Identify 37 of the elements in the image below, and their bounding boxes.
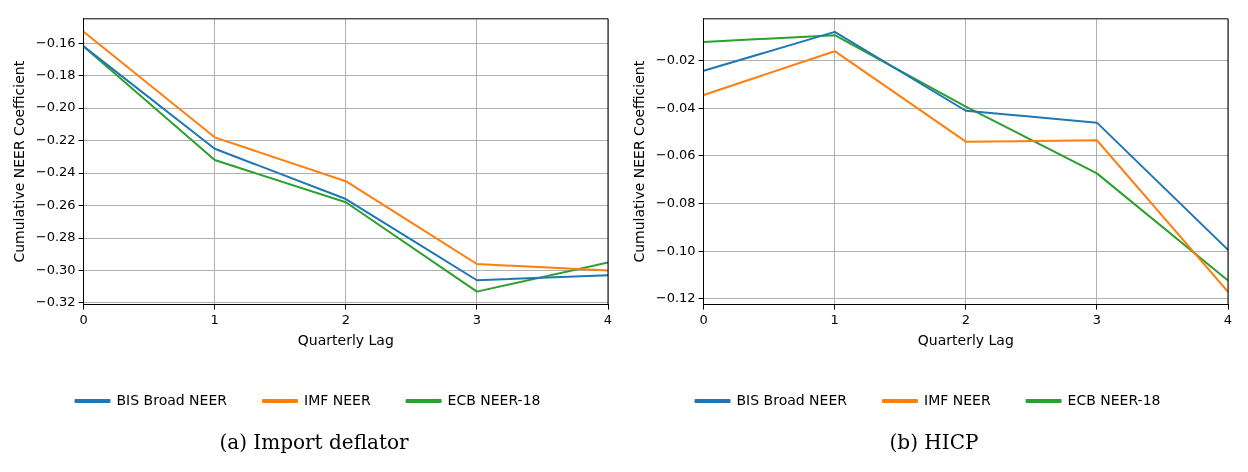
x-tick-label: 2 bbox=[961, 311, 970, 327]
y-tick-label: −0.26 bbox=[35, 196, 76, 212]
y-tick-label: −0.28 bbox=[35, 229, 76, 245]
text: (a) Import deflator bbox=[219, 430, 409, 454]
y-tick-label: −0.24 bbox=[35, 164, 76, 180]
x-tick-label: 0 bbox=[79, 311, 88, 327]
x-tick-label: 4 bbox=[603, 311, 613, 327]
x-tick-label: 2 bbox=[341, 311, 350, 327]
y-tick-label: −0.02 bbox=[655, 52, 696, 68]
x-tick-label: 3 bbox=[472, 311, 482, 327]
y-tick-label: −0.12 bbox=[655, 290, 696, 306]
legend-label: ECB NEER-18 bbox=[1067, 391, 1161, 408]
legend-label: ECB NEER-18 bbox=[447, 391, 541, 408]
x-axis-title: Quarterly Lag bbox=[297, 332, 394, 349]
legend-label: IMF NEER bbox=[304, 391, 371, 408]
y-tick-label: −0.04 bbox=[655, 99, 696, 115]
y-tick-label: −0.22 bbox=[35, 131, 76, 147]
x-axis-title: Quarterly Lag bbox=[917, 332, 1014, 349]
legend-label: BIS Broad NEER bbox=[116, 391, 228, 408]
y-tick-label: −0.16 bbox=[35, 34, 76, 50]
y-axis-title: Cumulative NEER Coefficient bbox=[11, 60, 28, 263]
x-tick-label: 3 bbox=[1092, 311, 1102, 327]
text: (b) HICP bbox=[889, 430, 979, 454]
x-tick-label: 4 bbox=[1223, 311, 1233, 327]
legend-label: IMF NEER bbox=[924, 391, 991, 408]
x-tick-label: 0 bbox=[699, 311, 708, 327]
legend-label: BIS Broad NEER bbox=[736, 391, 848, 408]
y-axis-title: Cumulative NEER Coefficient bbox=[631, 60, 648, 263]
y-tick-label: −0.20 bbox=[35, 99, 76, 115]
y-tick-label: −0.08 bbox=[655, 194, 696, 210]
x-tick-label: 1 bbox=[830, 311, 839, 327]
y-tick-label: −0.06 bbox=[655, 147, 696, 163]
y-tick-label: −0.10 bbox=[655, 242, 696, 258]
y-tick-label: −0.30 bbox=[35, 261, 76, 277]
x-tick-label: 1 bbox=[210, 311, 219, 327]
y-tick-label: −0.18 bbox=[35, 67, 76, 83]
y-tick-label: −0.32 bbox=[35, 294, 76, 310]
